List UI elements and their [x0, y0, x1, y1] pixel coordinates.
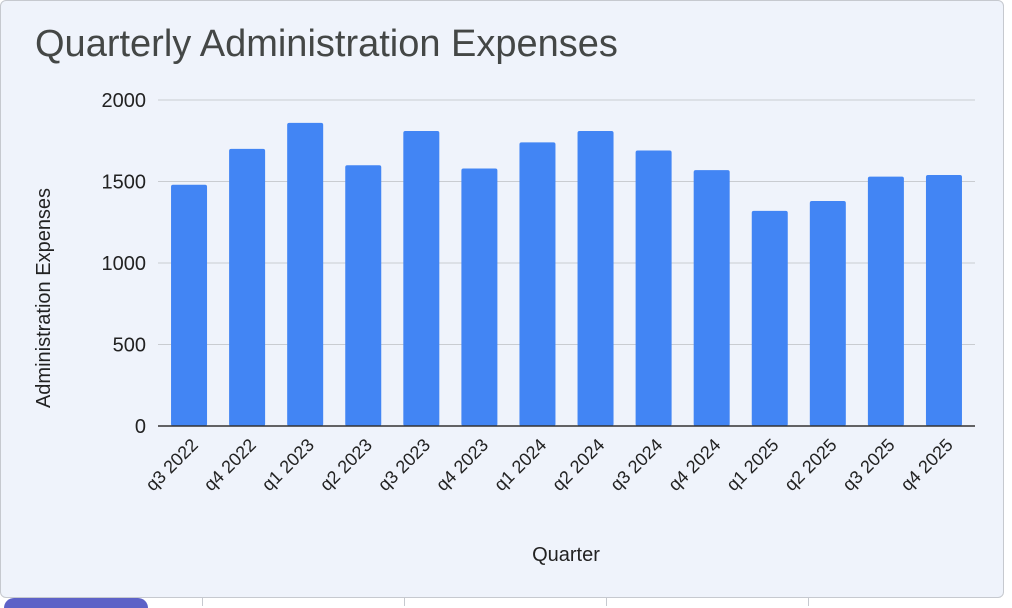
- bar-q3-2023[interactable]: [403, 130, 440, 426]
- bar-q4-2023[interactable]: [461, 168, 498, 426]
- x-tick-label: q4 2024: [664, 435, 724, 495]
- sheet-tab[interactable]: [4, 598, 148, 608]
- y-tick-label: 0: [135, 416, 146, 438]
- x-tick-label: q4 2025: [897, 435, 957, 495]
- bar-q3-2024[interactable]: [635, 150, 672, 426]
- chart-title: Quarterly Administration Expenses: [35, 23, 618, 65]
- x-tick-label: q3 2025: [839, 435, 899, 495]
- bar-q3-2025[interactable]: [867, 176, 904, 426]
- bar-q1-2023[interactable]: [287, 122, 324, 426]
- x-tick-label: q4 2022: [200, 435, 260, 495]
- bars: [171, 122, 962, 426]
- x-axis-label: Quarter: [532, 544, 600, 566]
- bar-q1-2025[interactable]: [751, 210, 788, 426]
- bar-q2-2023[interactable]: [345, 165, 382, 426]
- bar-q2-2025[interactable]: [809, 201, 846, 426]
- bar-q4-2024[interactable]: [693, 170, 730, 426]
- x-tick-label: q3 2024: [606, 435, 666, 495]
- x-tick-label: q1 2024: [490, 435, 550, 495]
- bar-q4-2025[interactable]: [925, 174, 962, 426]
- divider: [606, 598, 607, 606]
- x-tick-label: q2 2023: [316, 435, 376, 495]
- divider: [808, 598, 809, 606]
- x-tick-label: q3 2022: [142, 435, 202, 495]
- y-tick-label: 1500: [102, 172, 147, 194]
- y-tick-label: 1000: [102, 253, 147, 275]
- y-axis-label: Administration Expenses: [33, 188, 55, 408]
- x-tick-label: q2 2024: [548, 435, 608, 495]
- y-tick-label: 500: [113, 335, 146, 357]
- bar-q4-2022[interactable]: [229, 148, 266, 426]
- bar-q2-2024[interactable]: [577, 130, 614, 426]
- x-tick-label: q2 2025: [780, 435, 840, 495]
- gridlines: [158, 99, 975, 345]
- divider: [202, 598, 203, 606]
- x-tick-label: q1 2025: [722, 435, 782, 495]
- y-tick-labels: 0 500 1000 1500 2000: [102, 90, 147, 438]
- divider: [404, 598, 405, 606]
- x-tick-label: q3 2023: [374, 435, 434, 495]
- bar-q1-2024[interactable]: [519, 142, 556, 426]
- y-tick-label: 2000: [102, 90, 147, 112]
- x-tick-label: q1 2023: [258, 435, 318, 495]
- bar-q3-2022[interactable]: [171, 184, 208, 426]
- x-tick-label: q4 2023: [432, 435, 492, 495]
- bottom-strip: [0, 598, 1012, 608]
